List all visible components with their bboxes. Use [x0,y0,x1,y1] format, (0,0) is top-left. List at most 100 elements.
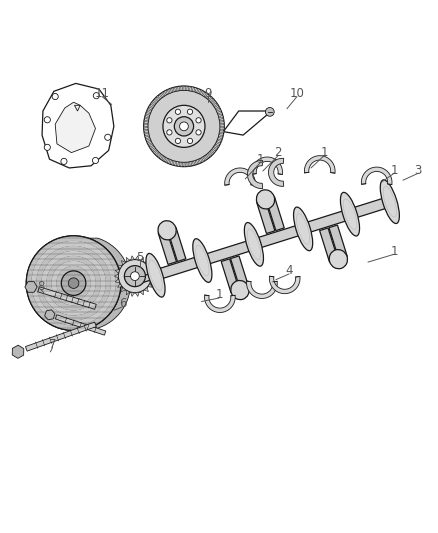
Polygon shape [215,107,220,110]
Circle shape [144,86,224,167]
Text: 7: 7 [49,338,57,351]
Polygon shape [205,155,209,159]
Polygon shape [252,157,283,174]
Polygon shape [140,290,144,295]
Circle shape [44,117,50,123]
Polygon shape [223,111,272,135]
Text: 8: 8 [37,280,44,293]
Polygon shape [257,199,275,233]
Ellipse shape [329,249,347,269]
Ellipse shape [158,221,176,240]
Polygon shape [162,92,165,96]
Polygon shape [32,241,116,326]
Circle shape [187,109,193,115]
Text: 1: 1 [257,152,265,166]
Polygon shape [150,145,154,149]
Circle shape [61,271,86,295]
Polygon shape [74,106,80,111]
Polygon shape [141,272,156,282]
Polygon shape [181,162,183,167]
Text: 2: 2 [274,146,282,159]
Circle shape [105,134,111,140]
Polygon shape [126,257,130,262]
Polygon shape [199,90,202,94]
Polygon shape [191,87,193,92]
Polygon shape [147,108,152,111]
Polygon shape [115,270,120,273]
Polygon shape [216,141,221,144]
Polygon shape [88,238,131,328]
Polygon shape [205,295,235,312]
Polygon shape [144,123,148,125]
Polygon shape [170,88,173,93]
Text: 1: 1 [390,164,398,176]
Polygon shape [149,106,153,109]
Polygon shape [135,256,139,260]
Polygon shape [320,228,338,262]
Circle shape [163,106,205,147]
Polygon shape [230,256,249,290]
Polygon shape [187,162,189,166]
Polygon shape [210,99,215,103]
Polygon shape [51,261,96,305]
Circle shape [180,122,188,131]
Polygon shape [216,109,221,112]
Text: 9: 9 [204,87,212,100]
Polygon shape [12,345,24,358]
Ellipse shape [256,190,275,209]
Polygon shape [114,274,118,278]
Polygon shape [152,148,156,151]
Polygon shape [169,159,172,164]
Polygon shape [150,279,155,282]
Polygon shape [55,315,106,335]
Polygon shape [144,120,148,122]
Polygon shape [145,135,149,138]
Polygon shape [194,87,196,92]
Text: 1: 1 [390,245,398,257]
Circle shape [174,117,194,136]
Polygon shape [151,103,155,107]
Polygon shape [213,146,217,150]
Polygon shape [188,86,190,91]
Polygon shape [211,149,215,152]
Circle shape [93,93,99,99]
Polygon shape [269,276,300,294]
Polygon shape [195,160,198,165]
Polygon shape [121,261,126,265]
Polygon shape [147,140,152,143]
Polygon shape [178,162,180,166]
Polygon shape [204,93,208,98]
Circle shape [167,130,172,135]
Polygon shape [163,157,166,161]
Polygon shape [144,287,148,292]
Ellipse shape [340,192,360,236]
Polygon shape [146,138,150,140]
Ellipse shape [146,253,165,297]
Circle shape [265,108,274,116]
Polygon shape [214,104,218,108]
Circle shape [61,158,67,165]
Polygon shape [266,197,284,231]
Circle shape [196,118,201,123]
Polygon shape [172,160,174,165]
Polygon shape [208,97,212,101]
Circle shape [175,138,180,143]
Polygon shape [57,266,91,301]
Polygon shape [41,251,106,316]
Text: 10: 10 [290,87,304,100]
Polygon shape [176,86,178,91]
Polygon shape [218,112,222,115]
Polygon shape [148,143,152,146]
Circle shape [124,265,145,287]
Text: 6: 6 [119,297,127,310]
Ellipse shape [244,222,264,266]
Polygon shape [36,246,111,320]
Polygon shape [219,116,223,118]
Polygon shape [152,100,157,104]
Polygon shape [247,281,277,298]
Circle shape [167,118,172,123]
Polygon shape [144,261,148,265]
Polygon shape [115,279,120,282]
Polygon shape [220,128,224,130]
Polygon shape [158,230,177,264]
